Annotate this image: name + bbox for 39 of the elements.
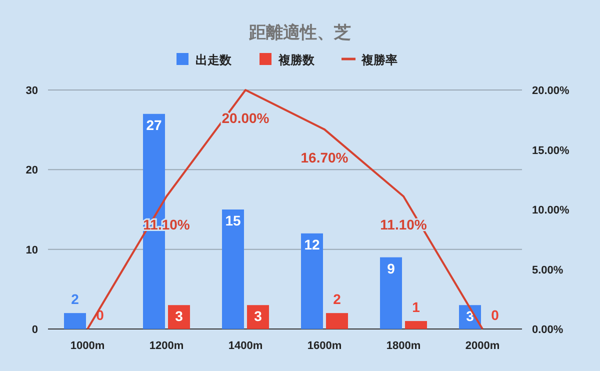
- data-label: 27: [146, 116, 162, 133]
- x-tick-label: 1600m: [307, 340, 342, 352]
- y-tick-label: 20: [26, 164, 38, 177]
- bar: [247, 305, 269, 329]
- data-label: 15: [225, 212, 241, 228]
- line-series: [86, 89, 484, 330]
- chart-title: 距離適性、芝: [248, 23, 351, 42]
- x-tick-label: 1400m: [228, 340, 263, 352]
- x-tick-label: 1000m: [70, 340, 105, 352]
- y2-tick-label: 15.00%: [532, 144, 570, 157]
- bar: [301, 233, 323, 329]
- y2-tick-label: 5.00%: [532, 264, 564, 276]
- data-label: 1: [412, 299, 420, 316]
- bar: [380, 257, 402, 329]
- y2-tick-label: 0.00%: [532, 324, 564, 336]
- x-tick-label: 1800m: [386, 340, 421, 352]
- legend-label: 複勝数: [278, 53, 316, 67]
- y2-tick-label: 10.00%: [532, 204, 570, 216]
- data-label: 16.70%: [300, 149, 349, 166]
- legend-label: 出走数: [196, 53, 232, 67]
- y-tick-label: 0: [32, 324, 38, 336]
- bar: [168, 305, 190, 329]
- y-tick-label: 30: [26, 85, 38, 97]
- data-label: 9: [387, 260, 396, 276]
- legend-label: 複勝率: [360, 53, 398, 67]
- data-label: 0: [491, 307, 500, 323]
- bar: [222, 210, 244, 329]
- x-tick-label: 2000m: [465, 340, 500, 352]
- bar: [64, 313, 86, 329]
- x-tick-label: 1200m: [149, 340, 184, 352]
- y-tick-label: 10: [26, 244, 38, 256]
- data-label: 12: [304, 236, 320, 252]
- data-label: 2: [333, 291, 342, 308]
- data-label: 3: [254, 308, 262, 324]
- bar: [405, 321, 427, 329]
- bar: [326, 313, 348, 329]
- y2-tick-label: 20.00%: [532, 85, 570, 97]
- data-label: 3: [175, 308, 184, 324]
- data-label: 2: [71, 291, 80, 308]
